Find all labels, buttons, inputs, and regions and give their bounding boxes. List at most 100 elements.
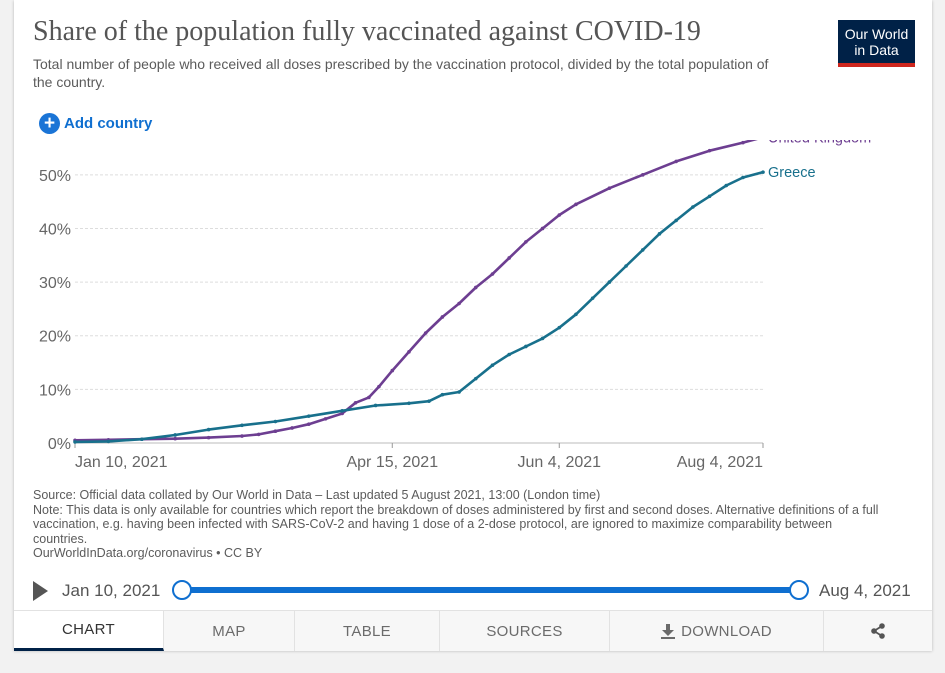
data-point: [490, 363, 495, 368]
legend-label: Greece: [768, 165, 816, 181]
y-tick-label: 10%: [39, 382, 71, 399]
line-chart: 0% 10% 20% 30% 40% 50% Jan 10, 2021 Apr 15, 20…: [39, 140, 871, 471]
plus-icon: +: [39, 113, 60, 134]
data-point: [206, 427, 211, 432]
tab-table-label: TABLE: [343, 622, 391, 640]
tab-chart-label: CHART: [62, 621, 115, 638]
data-point: [557, 213, 562, 217]
data-point: [507, 256, 511, 260]
data-point: [73, 440, 77, 444]
data-point: [557, 325, 562, 330]
tab-map-label: MAP: [212, 622, 246, 640]
owid-logo[interactable]: Our World in Data: [838, 20, 915, 67]
tab-sources[interactable]: SOURCES: [440, 611, 610, 651]
data-point: [390, 368, 395, 373]
data-point: [353, 400, 358, 405]
data-point: [473, 285, 478, 290]
chart-legend: United Kingdom Greece: [768, 140, 871, 181]
series-line-united-kingdom: [74, 140, 758, 442]
data-point: [607, 280, 612, 284]
y-tick-label: 20%: [39, 329, 71, 346]
tab-share[interactable]: [824, 611, 932, 651]
data-point: [524, 240, 528, 244]
tab-download-label: DOWNLOAD: [681, 622, 772, 640]
chart-series: [73, 140, 765, 444]
legend-label: United Kingdom: [768, 140, 871, 146]
data-point: [724, 183, 729, 188]
add-country-button[interactable]: + Add country: [39, 113, 152, 134]
tab-download[interactable]: DOWNLOAD: [610, 611, 824, 651]
data-point: [457, 390, 461, 394]
data-point: [240, 423, 244, 428]
data-point: [574, 202, 578, 207]
data-point: [761, 170, 765, 174]
tab-table[interactable]: TABLE: [295, 611, 440, 651]
data-point: [306, 414, 311, 418]
data-point: [540, 336, 545, 341]
add-country-label: Add country: [64, 115, 153, 132]
y-tick-label: 30%: [39, 275, 71, 292]
source-line: Source: Official data collated by Our Wo…: [33, 488, 601, 502]
data-point: [423, 331, 428, 335]
data-point: [674, 159, 678, 164]
tab-map[interactable]: MAP: [164, 611, 295, 651]
timeline-track[interactable]: [182, 587, 799, 593]
x-tick-label: Jun 4, 2021: [517, 454, 601, 471]
share-icon: [871, 623, 885, 639]
data-point: [524, 344, 528, 349]
logo-line-2: in Data: [854, 41, 899, 58]
data-point: [273, 429, 278, 434]
timeline-start-handle[interactable]: [172, 580, 192, 600]
x-tick-label: Jan 10, 2021: [75, 454, 168, 471]
data-point: [657, 232, 662, 236]
data-point: [457, 301, 461, 306]
chart-grid: [75, 174, 763, 390]
tab-bar: CHART MAP TABLE SOURCES DOWNLOAD: [14, 610, 932, 651]
data-point: [367, 395, 371, 400]
data-point: [607, 186, 612, 191]
timeline-end-label: Aug 4, 2021: [819, 581, 911, 600]
source-notes: Source: Official data collated by Our Wo…: [33, 488, 883, 561]
play-icon[interactable]: [33, 581, 48, 601]
data-point: [707, 148, 712, 153]
data-point: [273, 419, 278, 424]
data-point: [407, 401, 411, 406]
data-point: [173, 433, 177, 437]
data-point: [473, 376, 478, 381]
chart-subtitle: Total number of people who received all …: [33, 56, 769, 90]
data-point: [323, 417, 328, 421]
data-point: [624, 264, 628, 268]
chart-card: Share of the population fully vaccinated…: [14, 0, 932, 651]
data-point: [407, 350, 411, 354]
source-note: Note: This data is only available for co…: [33, 502, 879, 546]
download-icon: [661, 623, 676, 639]
x-axis: Jan 10, 2021 Apr 15, 2021 Jun 4, 2021 Aug 4…: [74, 442, 764, 471]
data-point: [377, 384, 381, 389]
x-tick-label: Apr 15, 2021: [346, 454, 438, 471]
tab-chart[interactable]: CHART: [14, 611, 164, 651]
data-point: [373, 403, 378, 408]
data-point: [574, 312, 578, 317]
tab-sources-label: SOURCES: [486, 622, 563, 640]
y-axis: 0% 10% 20% 30% 40% 50%: [39, 168, 71, 453]
source-credit[interactable]: OurWorldInData.org/coronavirus • CC BY: [33, 546, 263, 560]
data-point: [490, 272, 495, 276]
data-point: [741, 140, 745, 145]
data-point: [106, 439, 111, 444]
y-tick-label: 40%: [39, 221, 71, 238]
timeline-start-label: Jan 10, 2021: [62, 581, 161, 600]
data-point: [206, 435, 211, 440]
data-point: [691, 205, 695, 209]
logo-line-1: Our World: [844, 25, 909, 42]
data-point: [256, 432, 261, 437]
data-point: [427, 399, 431, 403]
data-point: [440, 315, 445, 319]
data-point: [340, 411, 344, 416]
data-point: [139, 437, 144, 442]
timeline-end-handle[interactable]: [789, 580, 809, 600]
data-point: [173, 436, 177, 441]
data-point: [290, 426, 294, 430]
data-point: [440, 392, 445, 397]
timeline-slider: Jan 10, 2021 Aug 4, 2021: [14, 572, 932, 608]
data-point: [674, 218, 678, 223]
